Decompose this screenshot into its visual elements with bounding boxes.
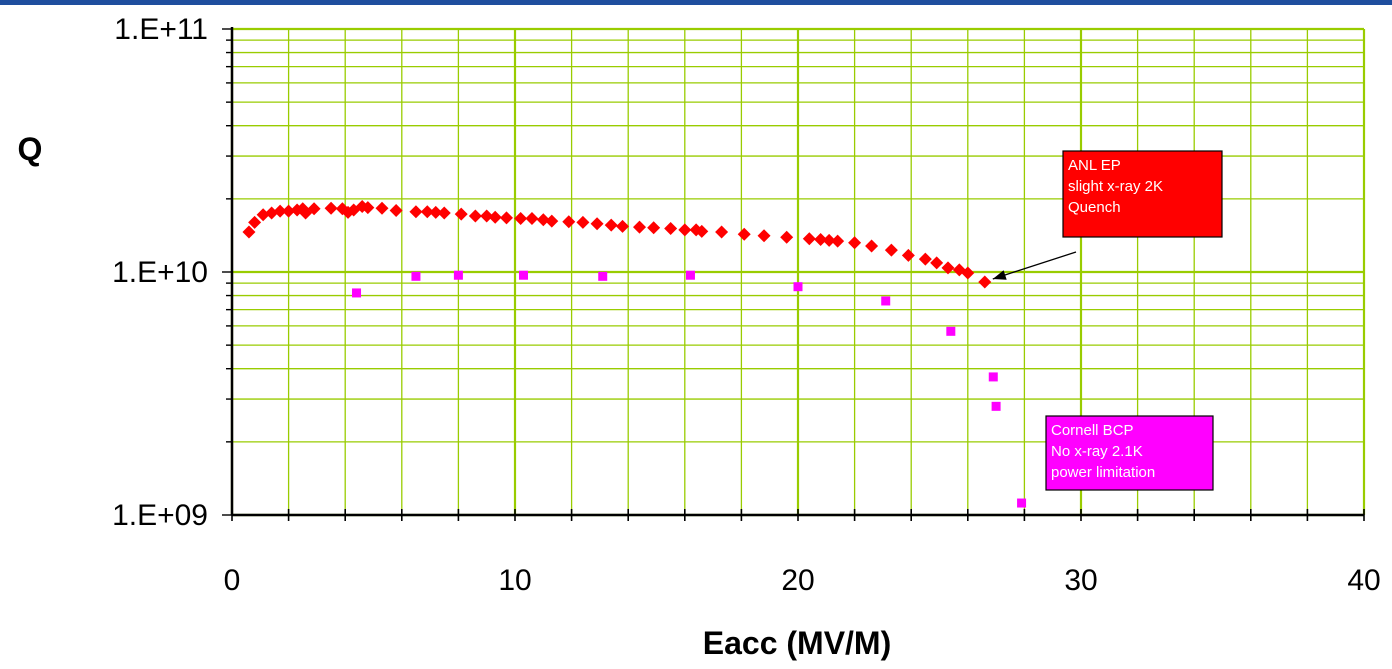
data-points xyxy=(242,200,1027,508)
anl-ep-point xyxy=(961,266,975,280)
anl-ep-point xyxy=(978,275,992,289)
cornell-bcp-point xyxy=(352,288,362,298)
anl-ep-annotation: ANL EP slight x-ray 2K Quench xyxy=(992,150,1223,280)
anl-ep-point xyxy=(918,252,932,266)
y-tick-label: 1.E+09 xyxy=(112,499,208,532)
annotation-text: No x-ray 2.1K xyxy=(1051,443,1143,460)
cornell-bcp-point xyxy=(453,270,463,280)
anl-ep-point xyxy=(831,234,845,248)
arrow-head xyxy=(992,270,1007,280)
anl-ep-point xyxy=(647,221,661,235)
anl-ep-point xyxy=(500,211,514,225)
anl-ep-point xyxy=(848,236,862,250)
x-axis-title: Eacc (MV/M) xyxy=(703,625,891,661)
x-tick-label: 30 xyxy=(1064,564,1097,597)
anl-ep-point xyxy=(437,206,451,220)
anl-ep-point xyxy=(361,201,375,215)
anl-ep-point xyxy=(590,217,604,231)
cornell-bcp-point xyxy=(793,282,803,292)
anl-ep-point xyxy=(802,232,816,246)
annotations: ANL EP slight x-ray 2K Quench Cornell BCP No… xyxy=(992,150,1223,491)
anl-ep-point xyxy=(865,239,879,253)
anl-ep-point xyxy=(822,233,836,247)
anl-ep-point xyxy=(930,256,944,270)
anl-ep-point xyxy=(941,261,955,275)
anl-ep-point xyxy=(307,202,321,216)
x-tick-label: 10 xyxy=(498,564,531,597)
annotation-arrow xyxy=(992,251,1077,280)
cornell-bcp-point xyxy=(988,372,998,382)
tick-labels: 0 10 20 30 40 1.E+09 1.E+10 1.E+11 xyxy=(112,13,1381,597)
anl-ep-point xyxy=(389,204,403,218)
anl-ep-point xyxy=(664,222,678,236)
anl-ep-point xyxy=(454,207,468,221)
anl-ep-point xyxy=(814,233,828,247)
x-tick-label: 0 xyxy=(224,564,241,597)
y-tick-label: 1.E+10 xyxy=(112,256,208,289)
anl-ep-point xyxy=(616,219,630,233)
cornell-bcp-annotation: Cornell BCP No x-ray 2.1K power limitation xyxy=(1045,415,1214,491)
anl-ep-point xyxy=(265,206,279,220)
cornell-bcp-point xyxy=(518,270,528,280)
anl-ep-point xyxy=(545,214,559,228)
x-tick-label: 20 xyxy=(781,564,814,597)
annotation-text: Cornell BCP xyxy=(1051,422,1134,439)
top-border-bar xyxy=(0,0,1392,5)
anl-ep-point xyxy=(678,223,692,237)
cornell-bcp-point xyxy=(685,270,695,280)
anl-ep-point xyxy=(324,201,338,215)
cornell-bcp-point xyxy=(881,296,891,306)
anl-ep-point xyxy=(536,213,550,227)
anl-ep-point xyxy=(488,210,502,224)
cornell-bcp-point xyxy=(598,271,608,281)
anl-ep-point xyxy=(480,209,494,223)
anl-ep-point xyxy=(248,215,262,229)
anl-ep-point xyxy=(420,205,434,219)
annotation-text: power limitation xyxy=(1051,464,1155,481)
anl-ep-point xyxy=(242,225,256,239)
anl-ep-point xyxy=(695,224,709,238)
anl-ep-point xyxy=(715,225,729,239)
anl-ep-point xyxy=(409,205,423,219)
anl-ep-point xyxy=(429,205,443,219)
cornell-bcp-point xyxy=(946,326,956,336)
anl-ep-point xyxy=(375,201,389,215)
anl-ep-point xyxy=(780,230,794,244)
cornell-bcp-point xyxy=(411,271,421,281)
anl-ep-point xyxy=(256,208,270,222)
anl-ep-point xyxy=(562,215,576,229)
anl-ep-point xyxy=(273,204,287,218)
anl-ep-point xyxy=(884,243,898,257)
y-axis-title: Q xyxy=(18,131,43,167)
y-tick-label: 1.E+11 xyxy=(114,13,208,46)
x-tick-label: 40 xyxy=(1347,564,1380,597)
anl-ep-point xyxy=(633,220,647,234)
cornell-bcp-point xyxy=(991,401,1001,411)
anl-ep-point xyxy=(737,227,751,241)
annotation-box xyxy=(1062,150,1223,238)
anl-ep-point xyxy=(468,209,482,223)
annotation-text: ANL EP xyxy=(1068,157,1121,174)
annotation-box xyxy=(1045,415,1214,491)
annotation-text: slight x-ray 2K xyxy=(1068,178,1163,195)
anl-ep-point xyxy=(901,248,915,262)
anl-ep-point xyxy=(525,212,539,226)
anl-ep-point xyxy=(282,204,296,218)
anl-ep-point xyxy=(576,215,590,229)
cornell-bcp-point xyxy=(1017,498,1027,508)
anl-ep-point xyxy=(757,229,771,243)
anl-ep-point xyxy=(604,218,618,232)
anl-ep-point xyxy=(514,212,528,226)
axes xyxy=(222,27,1365,521)
annotation-text: Quench xyxy=(1068,199,1121,216)
